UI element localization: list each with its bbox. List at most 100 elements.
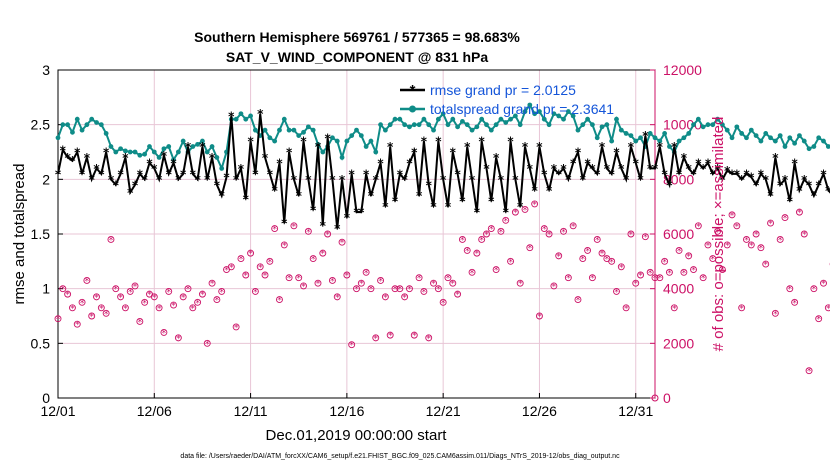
spread-point <box>147 144 152 149</box>
spread-point <box>440 111 446 117</box>
obs-assimilated-marker: * <box>658 274 663 284</box>
spread-point <box>575 127 581 133</box>
rmse-point: * <box>199 140 206 154</box>
obs-possible-marker <box>810 285 818 293</box>
obs-assimilated-marker: * <box>653 274 658 284</box>
rmse-line <box>57 113 830 229</box>
obs-assimilated-marker: * <box>407 285 412 295</box>
obs-assimilated-marker: * <box>489 225 494 235</box>
spread-point <box>455 124 461 130</box>
spread-point <box>209 144 215 149</box>
rmse-point: * <box>474 206 481 220</box>
obs-assimilated-marker: * <box>268 258 273 268</box>
obs-possible-marker <box>93 293 100 301</box>
spread-point <box>320 149 326 155</box>
obs-possible-marker <box>425 334 433 342</box>
obs-possible-marker <box>357 279 365 287</box>
obs-possible-marker <box>208 279 216 287</box>
obs-assimilated-marker: * <box>479 236 484 246</box>
rmse-point: * <box>642 129 649 143</box>
obs-assimilated-marker: * <box>296 274 301 284</box>
obs-assimilated-marker: * <box>364 269 369 279</box>
obs-assimilated-marker: * <box>600 250 605 260</box>
spread-point <box>493 122 499 128</box>
rmse-point: * <box>450 146 457 160</box>
rmse-point: * <box>758 167 765 181</box>
obs-assimilated-marker: * <box>89 313 94 323</box>
obs-possible-marker <box>776 236 784 243</box>
rmse-point: * <box>633 156 640 170</box>
spread-point <box>392 116 398 122</box>
obs-assimilated-marker: * <box>667 269 672 279</box>
rmse-point: * <box>671 140 678 154</box>
obs-possible-marker <box>218 287 226 295</box>
obs-assimilated-marker: * <box>585 247 590 257</box>
rmse-point: * <box>320 219 327 233</box>
obs-assimilated-marker: * <box>292 222 297 232</box>
rmse-point: * <box>618 162 625 176</box>
rmse-point: * <box>522 140 529 154</box>
obs-possible-marker <box>526 244 534 252</box>
spread-point <box>262 127 268 133</box>
obs-assimilated-marker: * <box>349 341 354 351</box>
rmse-point: * <box>69 154 76 168</box>
obs-possible-marker <box>651 274 659 282</box>
obs-possible-marker <box>136 318 144 325</box>
rmse-point: * <box>498 173 505 187</box>
spread-point <box>532 111 538 117</box>
x-tick-label: 12/31 <box>618 403 653 419</box>
obs-possible-marker <box>747 241 755 249</box>
spread-point <box>373 149 379 155</box>
obs-assimilated-marker: * <box>682 269 687 279</box>
obs-possible-marker <box>473 249 481 257</box>
obs-possible-marker <box>536 312 543 320</box>
obs-assimilated-marker: * <box>354 285 359 295</box>
obs-possible-marker <box>550 282 558 290</box>
obs-assimilated-marker: * <box>624 304 629 314</box>
rmse-point: * <box>209 151 216 165</box>
spread-point <box>772 138 778 144</box>
obs-possible-marker <box>88 312 96 320</box>
rmse-point: * <box>729 167 736 181</box>
spread-point <box>363 144 369 149</box>
obs-possible-marker <box>579 255 587 263</box>
spread-point <box>758 138 764 144</box>
rmse-point: * <box>767 189 774 203</box>
rmse-point: * <box>483 162 490 176</box>
obs-possible-marker <box>242 271 250 279</box>
spread-point <box>151 149 157 155</box>
rmse-point: * <box>748 171 755 185</box>
obs-possible-marker <box>266 257 274 265</box>
spread-point <box>744 135 749 141</box>
spread-point <box>724 127 730 133</box>
rmse-point: * <box>445 200 452 214</box>
obs-possible-marker <box>555 252 563 260</box>
obs-possible-marker <box>487 225 495 232</box>
y-axis-label-right: # of obs: o=possible; ×=assimilated <box>710 117 727 352</box>
legend-spread-marker <box>409 105 416 113</box>
spread-point <box>358 133 364 139</box>
rmse-point: * <box>435 135 442 149</box>
spread-point <box>94 120 99 125</box>
obs-assimilated-marker: * <box>311 255 316 265</box>
obs-possible-marker <box>675 246 683 254</box>
obs-possible-marker <box>752 230 760 238</box>
rmse-point: * <box>353 206 360 220</box>
chart-title: Southern Hemisphere 569761 / 577365 = 98… <box>194 29 520 45</box>
obs-possible-marker <box>593 236 601 243</box>
spread-point <box>667 144 672 149</box>
obs-possible-marker <box>372 334 380 342</box>
obs-possible-marker <box>64 290 72 298</box>
obs-assimilated-marker: * <box>451 280 456 290</box>
spread-point <box>281 116 287 122</box>
obs-assimilated-marker: * <box>85 277 90 287</box>
obs-assimilated-marker: * <box>802 231 807 241</box>
obs-possible-marker <box>333 293 341 301</box>
obs-assimilated-marker: * <box>648 269 653 279</box>
y-left-tick-label: 1 <box>42 281 50 297</box>
spread-point <box>277 127 282 133</box>
spread-point <box>387 122 393 128</box>
obs-assimilated-marker: * <box>422 288 427 298</box>
rmse-point: * <box>503 206 510 220</box>
